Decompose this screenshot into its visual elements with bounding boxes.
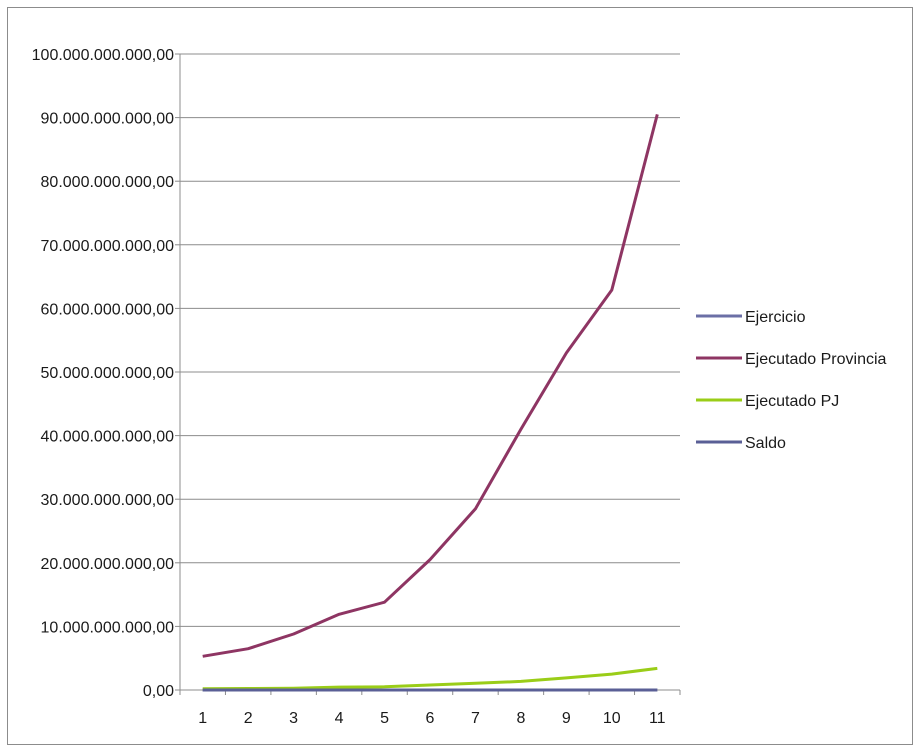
y-tick-label: 10.000.000.000,00 xyxy=(41,619,175,636)
x-tick-label: 1 xyxy=(198,710,207,727)
legend-label: Ejercicio xyxy=(745,309,806,326)
y-tick-labels: 0,00 10.000.000.000,00 20.000.000.000,00 30… xyxy=(32,47,174,700)
x-tick-label: 3 xyxy=(289,710,298,727)
y-tick-label: 90.000.000.000,00 xyxy=(41,111,175,128)
y-tick-label: 100.000.000.000,00 xyxy=(32,47,174,64)
legend: Ejercicio Ejecutado Provincia Ejecutado PJ… xyxy=(696,309,887,452)
x-tick-label: 4 xyxy=(335,710,344,727)
axes xyxy=(175,53,681,695)
y-tick-label: 40.000.000.000,00 xyxy=(41,429,175,446)
series-lines xyxy=(202,114,659,692)
y-tick-label: 70.000.000.000,00 xyxy=(41,238,175,255)
x-tick-label: 10 xyxy=(603,710,621,727)
gridlines xyxy=(180,53,680,627)
x-tick-label: 2 xyxy=(244,710,253,727)
legend-label: Ejecutado Provincia xyxy=(745,351,887,368)
series-line xyxy=(202,114,659,658)
x-tick-label: 9 xyxy=(562,710,571,727)
y-tick-label: 30.000.000.000,00 xyxy=(41,492,175,509)
x-tick-label: 7 xyxy=(471,710,480,727)
legend-label: Saldo xyxy=(745,435,786,452)
chart-frame xyxy=(7,7,913,745)
series-line xyxy=(202,666,658,691)
y-tick-label: 0,00 xyxy=(143,683,174,700)
x-tick-label: 11 xyxy=(649,710,666,727)
x-tick-labels: 1 2 3 4 5 6 7 8 9 10 11 xyxy=(198,710,665,727)
x-tick-label: 5 xyxy=(380,710,389,727)
x-tick-label: 6 xyxy=(426,710,435,727)
x-tick-label: 8 xyxy=(516,710,525,727)
y-tick-label: 20.000.000.000,00 xyxy=(41,556,175,573)
y-tick-label: 60.000.000.000,00 xyxy=(41,301,175,318)
y-tick-label: 50.000.000.000,00 xyxy=(41,365,175,382)
legend-label: Ejecutado PJ xyxy=(745,393,839,410)
y-tick-label: 80.000.000.000,00 xyxy=(41,174,175,191)
